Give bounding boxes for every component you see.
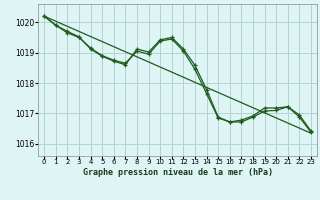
X-axis label: Graphe pression niveau de la mer (hPa): Graphe pression niveau de la mer (hPa) [83, 168, 273, 177]
